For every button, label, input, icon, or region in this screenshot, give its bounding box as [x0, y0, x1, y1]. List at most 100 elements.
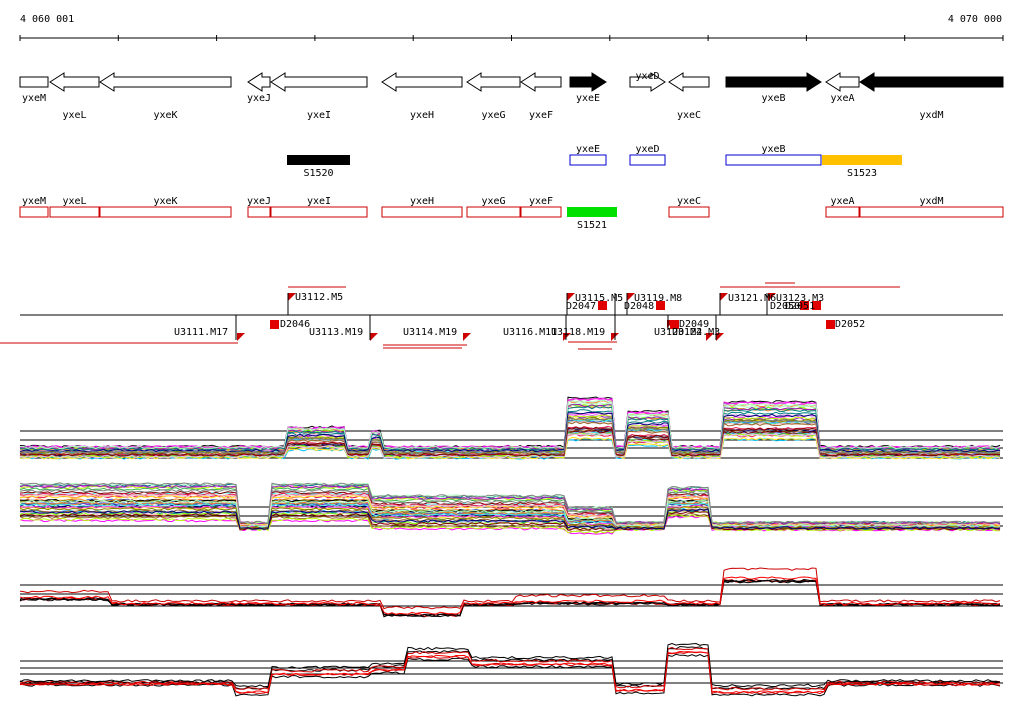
coordinate-ruler: 4 060 001 4 070 000	[19, 14, 1004, 41]
utr-label[interactable]: D2052	[835, 319, 865, 330]
ruler-ticks	[19, 35, 1004, 41]
red-box-label-yxeI: yxeI	[307, 196, 331, 207]
expression-trace	[19, 567, 1001, 610]
utr-flag	[563, 333, 571, 341]
utr-label[interactable]: U3123.M3	[776, 293, 824, 304]
utr-label[interactable]: D2051	[785, 301, 815, 312]
gene-arrow-yxeM[interactable]	[19, 76, 49, 88]
utr-label[interactable]: D2046	[280, 319, 310, 330]
blue-box-yxeB[interactable]	[725, 154, 822, 166]
gene-arrow-yxeJ[interactable]	[247, 72, 271, 92]
blue-box-label-yxeD: yxeD	[635, 144, 659, 155]
utr-label[interactable]: U3115.M5	[575, 293, 623, 304]
utr-label[interactable]: D2047	[566, 301, 596, 312]
expression-trace	[19, 402, 1001, 451]
expression-trace	[19, 508, 1001, 530]
gene-label-yxeJ: yxeJ	[247, 93, 271, 104]
red-box-label-yxdM: yxdM	[919, 196, 943, 207]
expression-trace	[19, 580, 1001, 618]
expression-trace	[19, 403, 1001, 451]
utr-label[interactable]: U3111.M17	[174, 327, 228, 338]
blue-box-yxeE[interactable]	[569, 154, 607, 166]
expression-trace	[19, 417, 1001, 455]
srna-track: S1520 S1523 S1521	[287, 155, 902, 231]
gene-label-yxeG: yxeG	[481, 110, 505, 121]
utr-label[interactable]: U3116.M11	[503, 327, 557, 338]
utr-label[interactable]: U3122.M3	[672, 327, 720, 338]
gene-arrow-yxeB[interactable]	[725, 72, 822, 92]
expression-trace	[19, 397, 1001, 449]
gene-arrow-yxdM[interactable]	[859, 72, 1004, 92]
red-box-yxeL[interactable]	[49, 206, 100, 218]
expression-trace	[19, 399, 1001, 450]
expression-profile-panel-2	[19, 482, 1003, 535]
red-box-yxeC[interactable]	[668, 206, 710, 218]
utr-marker	[656, 301, 665, 310]
utr-label[interactable]: D2050	[770, 301, 800, 312]
utr-label[interactable]: D2049	[679, 319, 709, 330]
srna-bar-S1523[interactable]	[822, 155, 902, 165]
utr-flag	[716, 333, 724, 341]
red-box-yxdM[interactable]	[859, 206, 1004, 218]
gene-arrow-yxeA[interactable]	[825, 72, 860, 92]
gene-arrow-yxeD[interactable]	[629, 72, 666, 92]
red-box-yxeI[interactable]	[270, 206, 368, 218]
expression-profile-panel-1	[19, 396, 1003, 460]
utr-flag	[567, 293, 575, 301]
red-box-yxeJ[interactable]	[247, 206, 271, 218]
gene-arrow-yxeI[interactable]	[270, 72, 368, 92]
blue-box-label-yxeE: yxeE	[576, 144, 600, 155]
srna-label-S1520: S1520	[303, 168, 333, 179]
srna-bar-S1520[interactable]	[287, 155, 350, 165]
red-box-label-yxeA: yxeA	[830, 196, 854, 207]
red-box-yxeK[interactable]	[99, 206, 232, 218]
expression-trace	[19, 399, 1001, 450]
utr-label[interactable]: U3118.M19	[551, 327, 605, 338]
gene-arrow-yxeC[interactable]	[668, 72, 710, 92]
gene-label-yxeI: yxeI	[307, 110, 331, 121]
utr-marker	[812, 301, 821, 310]
gene-arrow-yxeF[interactable]	[520, 72, 562, 92]
red-box-label-yxeH: yxeH	[410, 196, 434, 207]
expression-trace	[19, 499, 1001, 528]
utr-segment-track: U3112.M5 U3115.M5 U3119.M8 U3121.M6 U3123.M3…	[0, 282, 1003, 350]
utr-label[interactable]: U3121.M6	[728, 293, 776, 304]
utr-label[interactable]: U3113.M19	[309, 327, 363, 338]
utr-label[interactable]: D2048	[624, 301, 654, 312]
gene-arrow-yxeL[interactable]	[49, 72, 100, 92]
expression-trace	[19, 484, 1001, 525]
red-box-yxeF[interactable]	[520, 206, 562, 218]
utr-label[interactable]: U3114.M19	[403, 327, 457, 338]
red-box-track: yxeM yxeL yxeK yxeJ yxeI yxeH yxeG yxeF yxeC yxeA…	[19, 196, 1004, 218]
red-box-yxeH[interactable]	[381, 206, 463, 218]
expression-trace	[19, 397, 1001, 449]
expression-trace	[19, 510, 1001, 531]
ruler-start-label: 4 060 001	[20, 14, 74, 25]
utr-marker	[800, 301, 809, 310]
utr-label[interactable]: U3119.M8	[634, 293, 682, 304]
utr-label[interactable]: U3112.M5	[295, 292, 343, 303]
red-box-yxeA[interactable]	[825, 206, 860, 218]
gene-arrow-yxeH[interactable]	[381, 72, 463, 92]
utr-marker	[826, 320, 835, 329]
red-box-yxeM[interactable]	[19, 206, 49, 218]
expression-trace	[19, 642, 1001, 688]
utr-flag	[720, 293, 728, 301]
gene-label-yxeA: yxeA	[830, 93, 854, 104]
red-box-yxeG[interactable]	[466, 206, 521, 218]
expression-trace	[19, 493, 1001, 527]
blue-box-yxeD[interactable]	[629, 154, 666, 166]
red-box-label-yxeM: yxeM	[22, 196, 46, 207]
gene-arrow-yxeE[interactable]	[569, 72, 607, 92]
gene-arrow-yxeK[interactable]	[99, 72, 232, 92]
utr-flag	[370, 333, 378, 341]
gene-arrow-yxeG[interactable]	[466, 72, 521, 92]
expression-trace	[19, 646, 1001, 691]
srna-bar-S1521[interactable]	[567, 207, 617, 217]
expression-trace	[19, 426, 1001, 457]
utr-label[interactable]: U3120.M4	[654, 327, 702, 338]
utr-flag	[288, 293, 296, 301]
ruler-end-label: 4 070 000	[948, 14, 1002, 25]
gene-track: yxeM yxeL yxeK yxeJ yxeI yxeH yxeG yxeF yxeE yxeD…	[19, 71, 1004, 121]
